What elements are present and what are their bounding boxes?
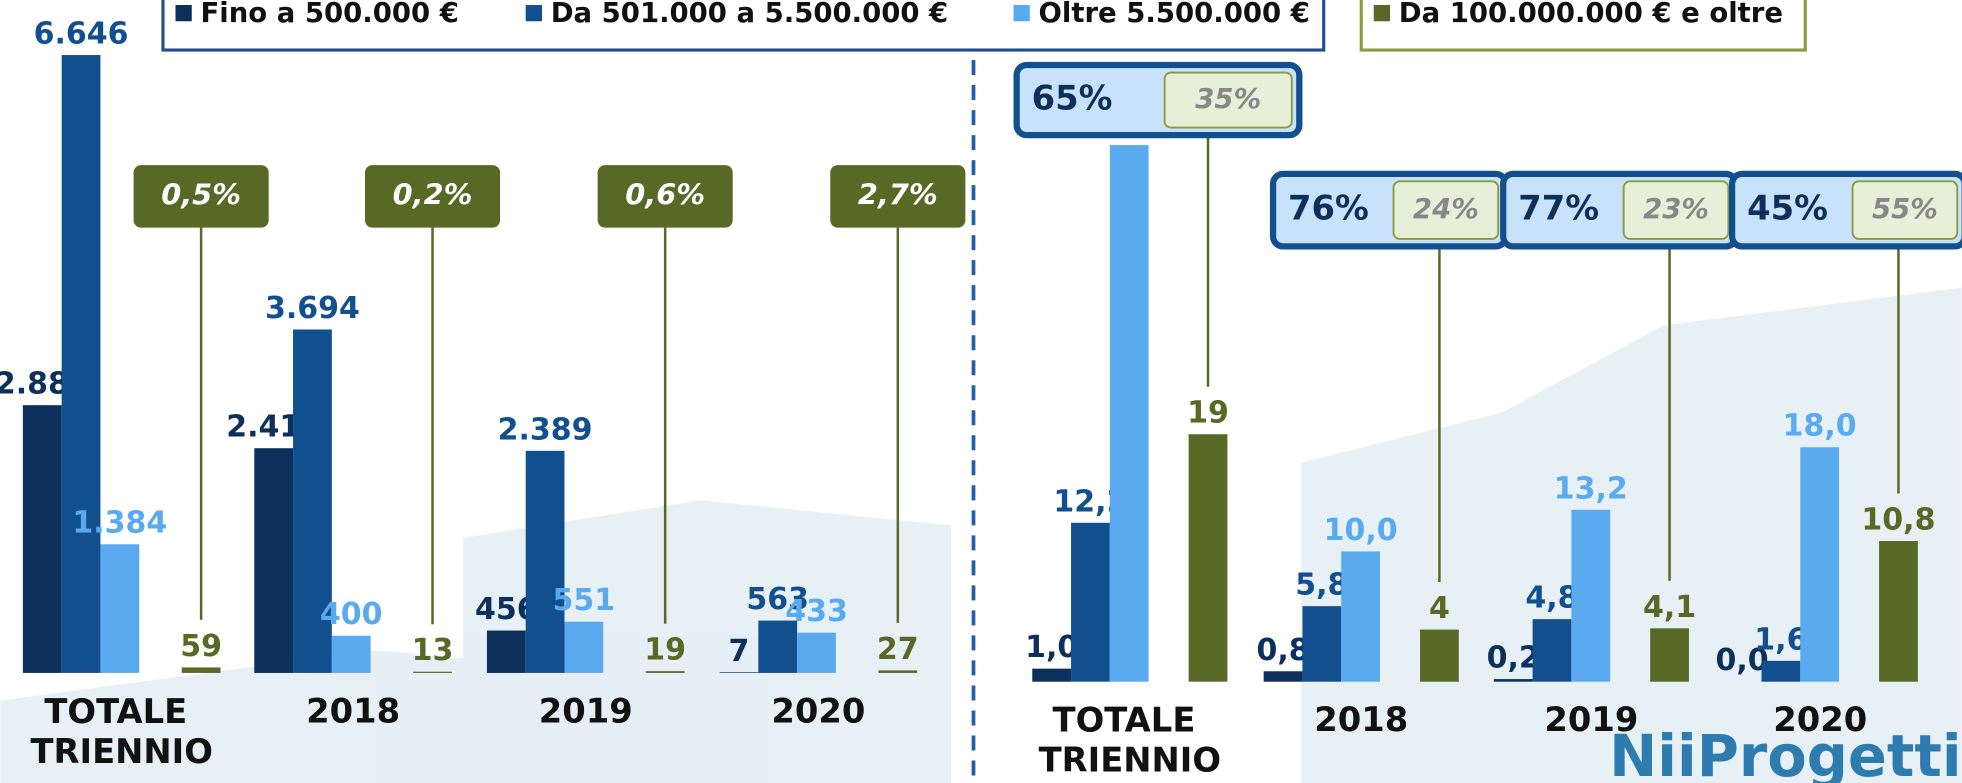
bar: [1341, 551, 1380, 681]
legend-label: Fino a 500.000 €: [201, 0, 459, 29]
data-label: 4,8: [1525, 581, 1578, 616]
data-label: 5,8: [1295, 568, 1348, 603]
bar: [23, 405, 62, 673]
bar: [797, 633, 836, 673]
share-label: 77%: [1518, 189, 1599, 228]
legend-swatch: [1014, 5, 1030, 21]
bar: [1650, 628, 1689, 681]
bar: [62, 55, 101, 673]
data-label: 10,8: [1861, 503, 1935, 538]
bar: [1879, 541, 1918, 682]
share-label: 2,7%: [858, 177, 938, 211]
data-label: 1.384: [72, 506, 167, 541]
bar: [1494, 679, 1533, 682]
share-label: 23%: [1643, 193, 1709, 225]
data-label: 551: [553, 583, 616, 618]
page: {"legend_extra_note": null, "logo": "Nii…: [0, 0, 1962, 783]
bar: [1032, 669, 1071, 682]
bar: [1761, 661, 1800, 682]
legend-label: Oltre 5.500.000 €: [1039, 0, 1310, 29]
x-tick-label: 2018: [306, 691, 400, 730]
legend-swatch: [1374, 5, 1390, 21]
bar: [1264, 671, 1303, 681]
bar: [878, 670, 917, 673]
bar: [100, 544, 139, 673]
x-tick-label: TOTALE TRIENNIO: [1039, 700, 1221, 779]
x-tick-label: 2019: [539, 691, 633, 730]
x-tick-label: 2020: [1773, 700, 1867, 739]
legend-label: Da 501.000 a 5.500.000 €: [551, 0, 948, 29]
data-label: 7: [729, 634, 750, 669]
bar: [1071, 523, 1110, 682]
share-label: 55%: [1872, 193, 1938, 225]
share-label: 0,6%: [625, 177, 705, 211]
bar: [1571, 510, 1610, 682]
bar: [254, 448, 293, 673]
data-label: 433: [785, 594, 848, 629]
bar: [413, 672, 452, 673]
bar: [332, 636, 371, 673]
bar: [1110, 145, 1149, 682]
data-label: 59: [180, 629, 222, 664]
data-label: 4,1: [1643, 590, 1696, 625]
legend-swatch: [526, 5, 542, 21]
data-label: 19: [644, 633, 686, 668]
data-label: 10,0: [1324, 513, 1398, 548]
data-label: 27: [877, 632, 919, 667]
data-label: 0,8: [1256, 633, 1309, 668]
data-label: 4: [1429, 591, 1450, 626]
bar: [564, 622, 603, 673]
bar: [487, 631, 526, 673]
data-label: 13: [412, 633, 454, 668]
data-label: 6.646: [34, 17, 129, 52]
bar: [1420, 630, 1459, 682]
x-tick-label: 2019: [1544, 700, 1638, 739]
share-label: 24%: [1413, 193, 1479, 225]
legend-swatch: [175, 5, 191, 21]
data-label: 400: [320, 597, 383, 632]
bar: [1302, 606, 1341, 682]
data-label: 1,0: [1025, 630, 1078, 665]
x-tick-label: TOTALE TRIENNIO: [30, 691, 212, 770]
bar: [1189, 434, 1228, 681]
bar: [646, 671, 685, 673]
bar: [720, 672, 759, 673]
data-label: 19: [1187, 396, 1229, 431]
share-label: 65%: [1032, 79, 1113, 118]
share-label: 45%: [1747, 189, 1828, 228]
share-label: 0,2%: [393, 177, 473, 211]
share-label: 76%: [1288, 189, 1369, 228]
data-label: 2.389: [498, 412, 593, 447]
bar: [182, 667, 221, 672]
bar: [1800, 447, 1839, 681]
data-label: 3.694: [265, 291, 360, 326]
legend-label: Da 100.000.000 € e oltre: [1399, 0, 1783, 29]
chart: NiiProgetti Fino a 500.000 €Da 501.000 a…: [0, 0, 1962, 783]
data-label: 1,6: [1754, 622, 1807, 657]
data-label: 18,0: [1783, 409, 1857, 444]
x-tick-label: 2020: [771, 691, 865, 730]
bar: [526, 451, 565, 673]
bar: [1533, 619, 1572, 682]
data-label: 13,2: [1554, 471, 1628, 506]
share-label: 0,5%: [161, 177, 241, 211]
x-tick-label: 2018: [1314, 700, 1408, 739]
share-label: 35%: [1195, 83, 1261, 115]
data-label: 0,2: [1487, 641, 1540, 676]
